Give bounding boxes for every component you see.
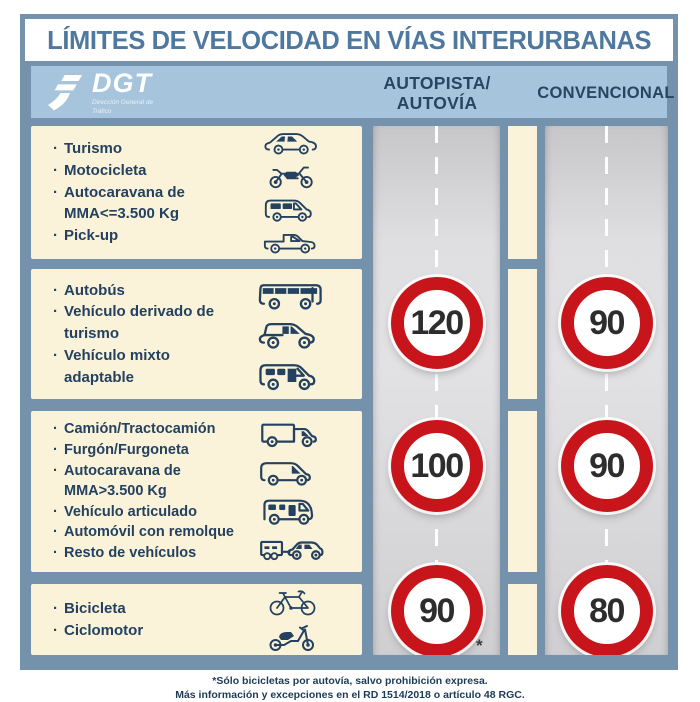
minivan-icon [257, 356, 326, 393]
moped-icon [262, 621, 322, 653]
divider-strip-row1 [508, 126, 537, 259]
dgt-logo: DGT Dirección General de Tráfico [46, 70, 154, 116]
vehicle-label: Ciclomotor [51, 620, 235, 642]
vehicle-panel-row3: Camión/TractocamiónFurgón/FurgonetaAutoc… [31, 411, 362, 572]
speed-sign-autopista-row3: 90 [390, 565, 483, 655]
vehicle-label: Automóvil con remolque [51, 522, 235, 543]
camper-van-icon [263, 194, 319, 224]
vehicle-panel-row4: BicicletaCiclomotor [31, 584, 362, 655]
vehicle-icons [235, 417, 362, 566]
van-small-icon [257, 316, 326, 353]
title-band: LÍMITES DE VELOCIDAD EN VÍAS INTERURBANA… [25, 19, 673, 61]
speed-sign-autopista-row1: 120 [390, 277, 483, 369]
road-column-convencional: 90 90 80 45 [545, 126, 668, 655]
bicycle-icon [262, 586, 322, 618]
car-trailer-icon [259, 531, 325, 566]
vehicle-label: Vehículo mixto adaptable [51, 345, 235, 389]
page-title: LÍMITES DE VELOCIDAD EN VÍAS INTERURBANA… [47, 24, 651, 55]
dgt-acronym: DGT [92, 68, 152, 99]
vehicle-label: Resto de vehículos [51, 543, 235, 564]
autopista-line1: AUTOPISTA/ [383, 73, 491, 93]
vehicle-icons [235, 586, 362, 653]
footnote-line2: Más información y excepciones en el RD 1… [175, 689, 525, 702]
vehicle-list: BicicletaCiclomotor [31, 598, 235, 642]
vehicle-panel-row2: AutobúsVehículo derivado de turismoVehíc… [31, 269, 362, 399]
car-icon [263, 128, 319, 158]
vehicle-label: Autocaravana de MMA<=3.500 Kg [51, 182, 235, 226]
speed-value: 100 [410, 446, 464, 485]
speed-sign-convencional-row2: 90 [560, 420, 653, 512]
motorhome-icon [259, 493, 325, 528]
motorcycle-icon [263, 161, 319, 191]
vehicle-label: Vehículo derivado de turismo [51, 301, 235, 345]
speed-sign-autopista-row2: 100 [390, 420, 483, 512]
vehicle-list: AutobúsVehículo derivado de turismoVehíc… [31, 280, 235, 389]
road-dashed-line [605, 126, 608, 655]
asterisk-note: * [476, 636, 483, 655]
column-header-autopista: AUTOPISTA/ AUTOVÍA [365, 73, 509, 113]
vehicle-list: TurismoMotocicletaAutocaravana de MMA<=3… [31, 138, 235, 247]
truck-icon [259, 417, 325, 452]
pickup-icon [263, 227, 319, 257]
vehicle-panel-row1: TurismoMotocicletaAutocaravana de MMA<=3… [31, 126, 362, 259]
footnote: *Sólo bicicletas por autovía, salvo proh… [0, 674, 700, 702]
vehicle-icons [235, 128, 362, 257]
speed-value: 120 [410, 303, 464, 342]
divider-strip-row3 [508, 411, 537, 572]
vehicle-label: Bicicleta [51, 598, 235, 620]
road-column-autopista: 120 100 90 45 * [373, 126, 500, 655]
vehicle-label: Motocicleta [51, 160, 235, 182]
speed-sign-convencional-row3: 80 [560, 565, 653, 655]
vehicle-label: Furgón/Furgoneta [51, 440, 235, 461]
vehicle-list: Camión/TractocamiónFurgón/FurgonetaAutoc… [31, 419, 235, 563]
dgt-logo-icon [46, 73, 86, 113]
speed-value: 80 [589, 591, 625, 630]
autopista-line2: AUTOVÍA [396, 92, 478, 113]
speed-value: 90 [589, 303, 625, 342]
vehicle-label: Autocaravana de MMA>3.500 Kg [51, 461, 235, 502]
vehicle-label: Pick-up [51, 225, 235, 247]
header-band [31, 66, 667, 118]
speed-value: 90 [589, 446, 625, 485]
road-dashed-line [435, 126, 438, 655]
bus-icon [257, 276, 326, 313]
speed-sign-convencional-row1: 90 [560, 277, 653, 369]
vehicle-label: Camión/Tractocamión [51, 419, 235, 440]
footnote-line1: *Sólo bicicletas por autovía, salvo proh… [212, 675, 488, 687]
dgt-subtitle: Dirección General de Tráfico [92, 99, 154, 115]
van-icon [259, 455, 325, 490]
vehicle-icons [235, 276, 362, 393]
vehicle-label: Turismo [51, 138, 235, 160]
divider-strip-row2 [508, 269, 537, 399]
divider-strip-row4 [508, 584, 537, 655]
vehicle-label: Vehículo articulado [51, 502, 235, 523]
column-header-convencional: CONVENCIONAL [537, 84, 675, 102]
speed-value: 90 [419, 591, 455, 630]
vehicle-label: Autobús [51, 280, 235, 302]
